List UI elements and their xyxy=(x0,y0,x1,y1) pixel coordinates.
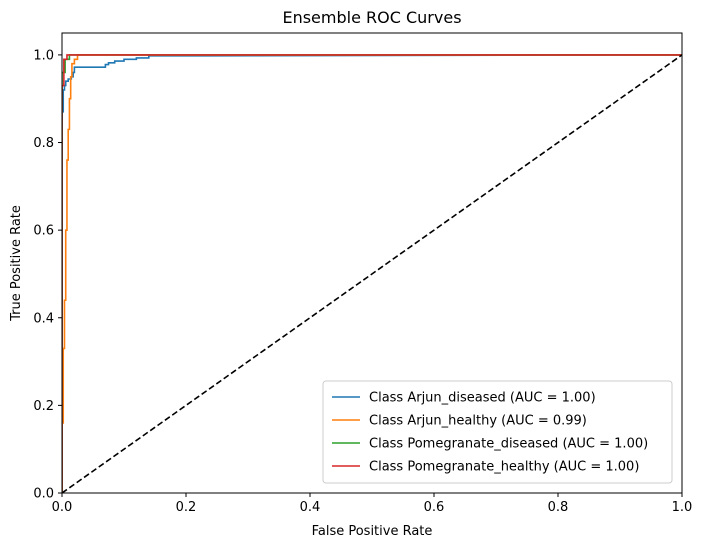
plot-frame xyxy=(61,32,683,494)
roc-curve-series-4 xyxy=(62,54,682,493)
chart-title: Ensemble ROC Curves xyxy=(282,8,461,27)
roc-curve-series-2 xyxy=(62,54,682,493)
legend-label: Class Pomegranate_diseased (AUC = 1.00) xyxy=(369,437,648,452)
x-tick-label: 0.4 xyxy=(300,500,321,515)
y-tick-label: 0.2 xyxy=(33,399,54,414)
y-tick-label: 0.8 xyxy=(33,136,54,151)
y-tick-label: 0.6 xyxy=(33,224,54,239)
legend-label: Class Arjun_diseased (AUC = 1.00) xyxy=(369,391,596,406)
legend-label: Class Pomegranate_healthy (AUC = 1.00) xyxy=(369,460,639,475)
chance-diagonal-line xyxy=(62,54,683,493)
x-tick-label: 0.8 xyxy=(548,500,569,515)
x-axis-ticks: 0.0 0.2 0.4 0.6 0.8 1.0 xyxy=(52,493,693,515)
y-tick-label: 0.4 xyxy=(33,311,54,326)
x-tick-label: 0.0 xyxy=(52,500,73,515)
x-axis-label: False Positive Rate xyxy=(312,524,433,539)
y-tick-label: 1.0 xyxy=(33,48,54,63)
y-axis-label: True Positive Rate xyxy=(9,205,24,322)
plot-area: 0.0 0.2 0.4 0.6 0.8 1.0 0.0 0.2 0.4 0.6 0.8 1.0 xyxy=(33,32,693,515)
x-tick-label: 0.2 xyxy=(176,500,197,515)
y-tick-label: 0.0 xyxy=(33,487,54,502)
y-axis-ticks: 0.0 0.2 0.4 0.6 0.8 1.0 xyxy=(33,48,62,502)
x-tick-label: 0.6 xyxy=(424,500,445,515)
legend: Class Arjun_diseased (AUC = 1.00) Class A… xyxy=(322,380,673,484)
x-tick-label: 1.0 xyxy=(672,500,693,515)
legend-label: Class Arjun_healthy (AUC = 0.99) xyxy=(369,414,587,429)
series-lines xyxy=(62,54,683,493)
legend-box xyxy=(322,380,673,484)
